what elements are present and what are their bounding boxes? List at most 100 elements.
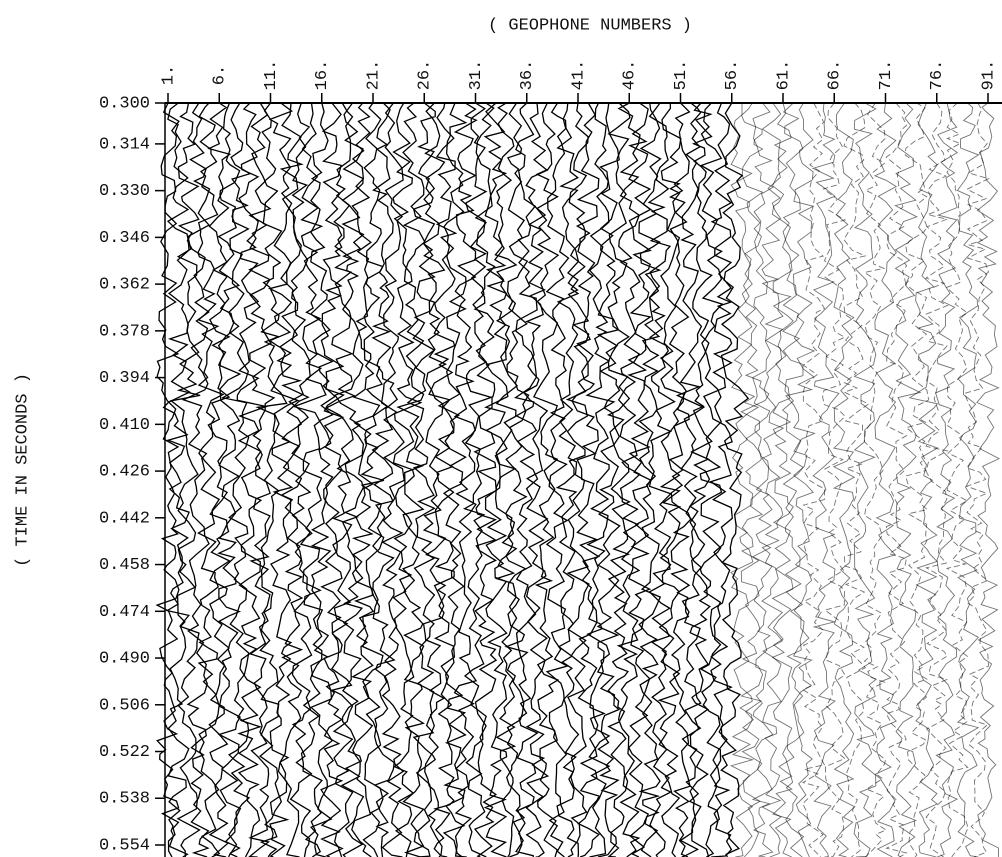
x-tick-label: 6. — [211, 65, 230, 85]
chart-title: ( GEOPHONE NUMBERS ) — [488, 16, 692, 35]
wiggle-trace — [371, 102, 399, 857]
wiggle-trace — [462, 102, 493, 857]
y-tick-label: 0.458 — [99, 556, 150, 575]
wiggle-trace — [785, 102, 816, 857]
wiggle-trace — [494, 102, 519, 857]
wiggle-trace — [885, 102, 908, 857]
x-tick-label: 31. — [467, 60, 486, 91]
wiggle-trace — [638, 102, 662, 857]
wiggle-trace — [360, 102, 389, 857]
y-axis-label: ( TIME IN SECONDS ) — [13, 373, 32, 567]
wiggle-trace — [904, 102, 930, 857]
wiggle-trace — [688, 102, 713, 857]
x-tick-label: 76. — [928, 60, 947, 91]
wiggle-trace — [853, 102, 877, 857]
y-tick-label: 0.394 — [99, 369, 150, 388]
wiggle-trace — [699, 102, 724, 857]
wiggle-trace — [392, 102, 423, 857]
wiggle-trace — [571, 102, 601, 857]
y-tick-label: 0.426 — [99, 463, 150, 482]
x-tick-label: 51. — [672, 60, 691, 91]
wiggle-trace — [453, 102, 478, 857]
x-tick-label: 56. — [723, 60, 742, 91]
wiggle-trace — [288, 102, 313, 857]
x-tick-label: 41. — [569, 60, 588, 91]
wiggle-trace — [976, 102, 1001, 857]
wiggle-trace — [162, 102, 191, 857]
wiggle-trace — [801, 102, 826, 857]
y-tick-label: 0.314 — [99, 135, 150, 154]
y-tick-label: 0.378 — [99, 322, 150, 341]
wiggle-trace — [197, 102, 225, 857]
x-tick-label: 11. — [262, 60, 281, 91]
wiggle-trace — [155, 102, 180, 857]
wiggle-trace — [483, 102, 509, 857]
wiggle-trace — [761, 102, 785, 857]
y-tick-label: 0.538 — [99, 790, 150, 809]
x-tick-label: 91. — [979, 60, 998, 91]
wiggle-trace — [351, 102, 381, 857]
wiggle-trace — [555, 102, 580, 857]
x-tick-label: 16. — [313, 60, 332, 91]
wiggle-trace — [908, 102, 939, 857]
wiggle-trace — [422, 102, 448, 857]
wiggle-trace — [309, 102, 337, 857]
wiggle-trace — [207, 102, 232, 857]
y-tick-label: 0.554 — [99, 836, 150, 855]
wiggle-trace — [956, 102, 980, 857]
wiggle-trace — [657, 102, 685, 857]
wiggle-trace — [380, 102, 405, 857]
y-tick-label: 0.506 — [99, 696, 150, 715]
wiggle-trace — [428, 102, 458, 857]
wiggle-trace — [532, 102, 560, 857]
wiggle-traces — [155, 102, 1001, 857]
y-tick-label: 0.474 — [99, 603, 150, 622]
wiggle-trace — [675, 102, 705, 857]
wiggle-trace — [217, 102, 242, 857]
x-tick-label: 61. — [774, 60, 793, 91]
x-tick-label: 21. — [364, 60, 383, 91]
wiggle-trace — [320, 102, 345, 857]
y-tick-label: 0.522 — [99, 743, 150, 762]
wiggle-trace — [504, 102, 530, 857]
wiggle-trace — [627, 102, 652, 857]
wiggle-trace — [596, 102, 621, 857]
wiggle-trace — [781, 102, 805, 857]
wiggle-trace — [729, 103, 760, 857]
wiggle-trace — [324, 102, 357, 857]
y-tick-label: 0.490 — [99, 650, 150, 669]
wiggle-trace — [720, 102, 750, 857]
wiggle-trace — [945, 102, 969, 857]
wiggle-trace — [514, 102, 539, 857]
wiggle-trace — [565, 102, 590, 857]
wiggle-trace — [771, 102, 795, 857]
wiggle-trace — [334, 102, 365, 857]
wiggle-trace — [606, 102, 631, 857]
wiggle-trace — [924, 102, 949, 857]
wiggle-trace — [236, 102, 269, 857]
wiggle-trace — [522, 102, 550, 857]
x-tick-label: 26. — [416, 60, 435, 91]
x-tick-label: 71. — [877, 60, 896, 91]
wiggle-trace — [267, 102, 300, 857]
x-tick-label: 36. — [518, 60, 537, 91]
wiggle-trace — [396, 102, 426, 857]
wiggle-trace — [894, 102, 922, 857]
y-tick-label: 0.442 — [99, 509, 150, 528]
wiggle-trace — [873, 102, 898, 857]
wiggle-trace — [740, 102, 770, 857]
wiggle-trace — [406, 102, 437, 857]
y-tick-label: 0.362 — [99, 276, 150, 295]
wiggle-trace — [863, 102, 887, 857]
wiggle-trace — [843, 102, 870, 857]
wiggle-trace — [935, 102, 959, 857]
x-tick-label: 66. — [826, 60, 845, 91]
x-tick-label: 46. — [621, 60, 640, 91]
wiggle-trace — [221, 102, 252, 857]
wiggle-trace — [437, 102, 468, 857]
wiggle-trace — [616, 102, 641, 857]
wiggle-trace — [964, 102, 990, 857]
wiggle-trace — [702, 102, 733, 857]
wiggle-trace — [248, 102, 276, 857]
